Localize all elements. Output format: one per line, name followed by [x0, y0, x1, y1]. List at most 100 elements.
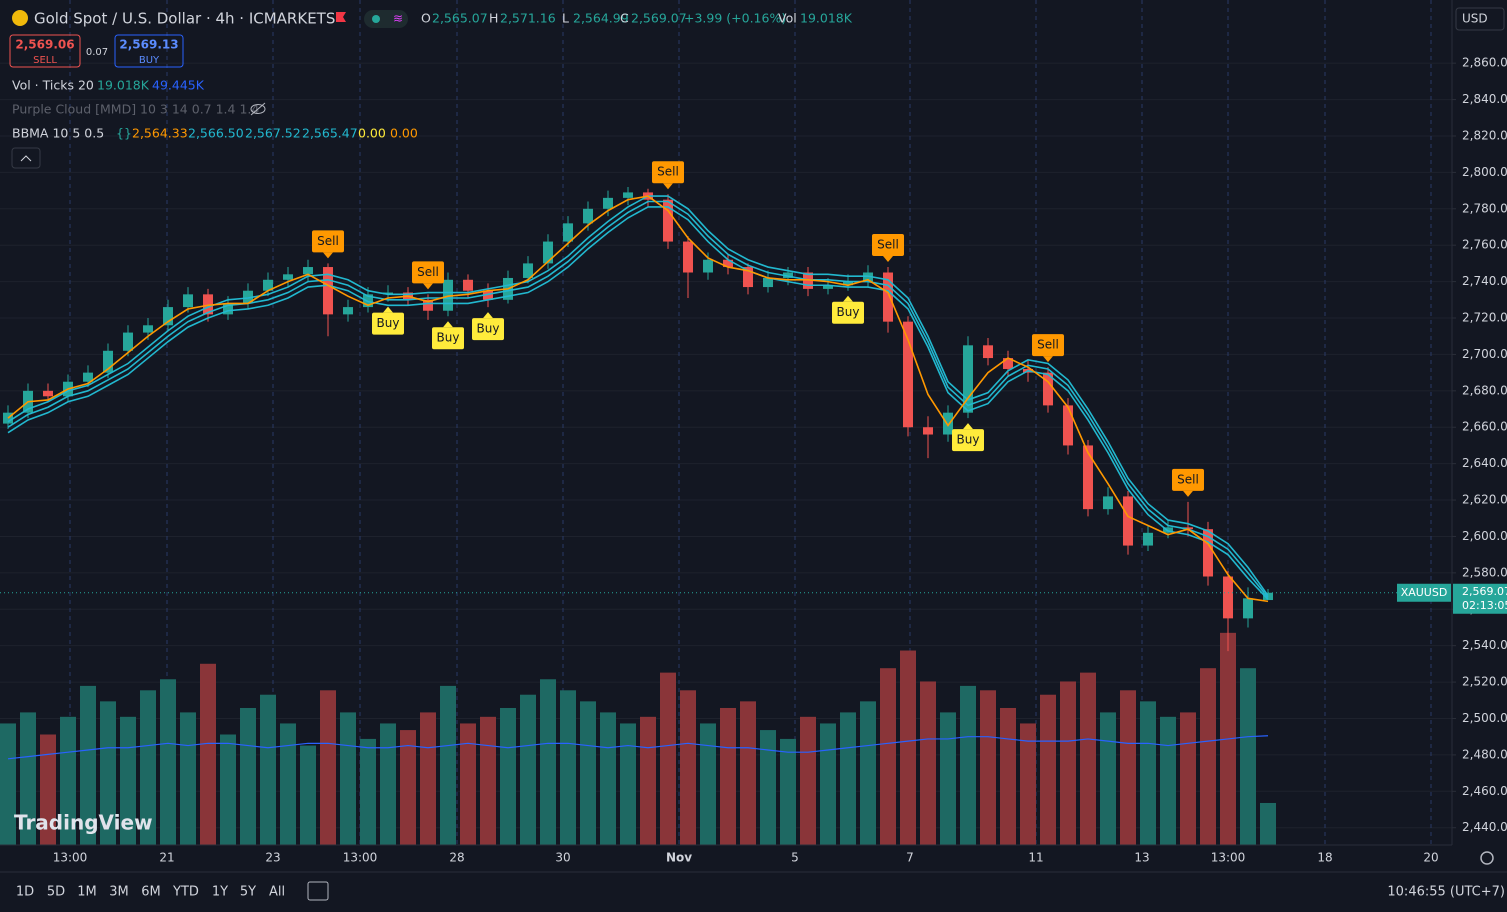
signal-label: Buy	[377, 316, 400, 330]
candle-body	[743, 267, 753, 288]
currency-button[interactable]	[1455, 7, 1505, 31]
indicator-value: 2,567.52	[245, 126, 301, 141]
bbma-line	[7, 195, 1269, 597]
candle-body	[443, 279, 453, 311]
candle-body	[3, 412, 13, 424]
symbol-logo	[12, 10, 28, 26]
signal-pointer	[883, 256, 893, 263]
candle-body	[943, 412, 953, 435]
range-button[interactable]: 3M	[109, 885, 129, 900]
symbol-tag	[1397, 583, 1451, 602]
volume-bar	[280, 723, 296, 845]
candle-body	[983, 345, 993, 359]
y-tick-label: 2,580.00	[1462, 565, 1507, 579]
signal-label: Buy	[477, 322, 500, 336]
range-button[interactable]: 6M	[141, 885, 161, 900]
volume-bar	[460, 723, 476, 845]
volume-bar	[1020, 723, 1036, 845]
volume-bar	[920, 681, 936, 845]
candle-body	[1223, 576, 1233, 619]
x-tick-label: 5	[791, 851, 799, 865]
y-tick-label: 2,520.00	[1462, 675, 1507, 689]
vol-value: 19.018K	[800, 11, 853, 26]
signal-pointer	[423, 283, 433, 290]
volume-bar	[300, 745, 316, 845]
signal-label: Sell	[657, 165, 679, 179]
candle-body	[1143, 532, 1153, 546]
volume-bar	[80, 685, 96, 845]
range-button[interactable]: 5Y	[240, 885, 256, 900]
indicator-value: 0.00	[390, 126, 418, 141]
volume-bar	[180, 712, 196, 845]
price-tag	[1453, 583, 1507, 614]
volume-bar	[160, 679, 176, 845]
volume-bar	[340, 712, 356, 845]
candle-body	[463, 279, 473, 291]
settings-icon[interactable]	[1480, 851, 1494, 865]
signal-box	[1172, 468, 1204, 491]
candle-body	[1063, 405, 1073, 446]
volume-bar	[1000, 707, 1016, 845]
candle-body	[323, 267, 333, 315]
hidden-icon[interactable]	[250, 104, 266, 114]
signal-pointer	[383, 306, 393, 313]
range-button[interactable]: 5D	[47, 885, 65, 900]
candle-body	[1243, 598, 1253, 619]
volume-bar	[480, 716, 496, 845]
collapse-button[interactable]	[11, 147, 41, 169]
volume-bar	[260, 694, 276, 845]
signal-box	[432, 327, 464, 350]
currency: USD	[1462, 12, 1488, 26]
y-tick-label: 2,440.00	[1462, 820, 1507, 834]
x-tick-label: 7	[906, 851, 914, 865]
spread: 0.07	[86, 47, 108, 58]
candle-body	[843, 281, 853, 286]
volume-bar	[600, 712, 616, 845]
indicator-name[interactable]: Vol · Ticks 20	[12, 78, 94, 93]
y-tick-label: 2,740.00	[1462, 274, 1507, 288]
volume-bar	[860, 701, 876, 845]
candle-body	[903, 321, 913, 428]
countdown: 02:13:05	[1462, 599, 1507, 612]
range-button[interactable]: All	[269, 885, 285, 900]
hidden-icon	[250, 102, 266, 116]
range-button[interactable]: 1Y	[212, 885, 228, 900]
status-icon: ≋	[393, 12, 403, 26]
x-tick-label: 13:00	[53, 851, 88, 865]
candle-body	[223, 303, 233, 315]
range-button[interactable]: 1D	[16, 885, 34, 900]
signal-box	[1032, 334, 1064, 357]
sell-button[interactable]	[9, 34, 81, 68]
indicator-name[interactable]: Purple Cloud [MMD] 10 3 14 0.7 1.4 1.4	[12, 102, 259, 117]
indicator-icon: {}	[116, 126, 132, 141]
buy-button[interactable]	[114, 34, 184, 68]
y-tick-label: 2,680.00	[1462, 383, 1507, 397]
signal-box	[472, 318, 504, 341]
date-range-icon[interactable]	[307, 881, 329, 901]
volume-ma	[7, 735, 1269, 760]
y-tick-label: 2,760.00	[1462, 238, 1507, 252]
indicator-name[interactable]: BBMA 10 5 0.5	[12, 126, 104, 141]
indicator-value: 49.445K	[152, 78, 205, 93]
range-button[interactable]: YTD	[172, 885, 199, 900]
volume-bar	[220, 734, 236, 845]
volume-bar	[540, 679, 556, 845]
range-button[interactable]: 1M	[77, 885, 97, 900]
signal-pointer	[443, 321, 453, 328]
volume-bar	[1140, 701, 1156, 845]
volume-bar	[60, 716, 76, 845]
candle-body	[1003, 358, 1013, 369]
candle-body	[763, 277, 773, 288]
ohlc-key: C	[620, 11, 629, 26]
collapse-icon	[20, 155, 32, 162]
bbma-line	[7, 195, 1269, 603]
flag-icon[interactable]	[336, 12, 346, 22]
clock: 10:46:55 (UTC+7)	[1387, 885, 1505, 900]
market-status[interactable]	[364, 10, 408, 28]
candle-body	[543, 241, 553, 264]
volume-bar	[580, 701, 596, 845]
candle-body	[203, 294, 213, 315]
volume-bar	[900, 650, 916, 845]
signal-label: Sell	[1177, 472, 1199, 486]
